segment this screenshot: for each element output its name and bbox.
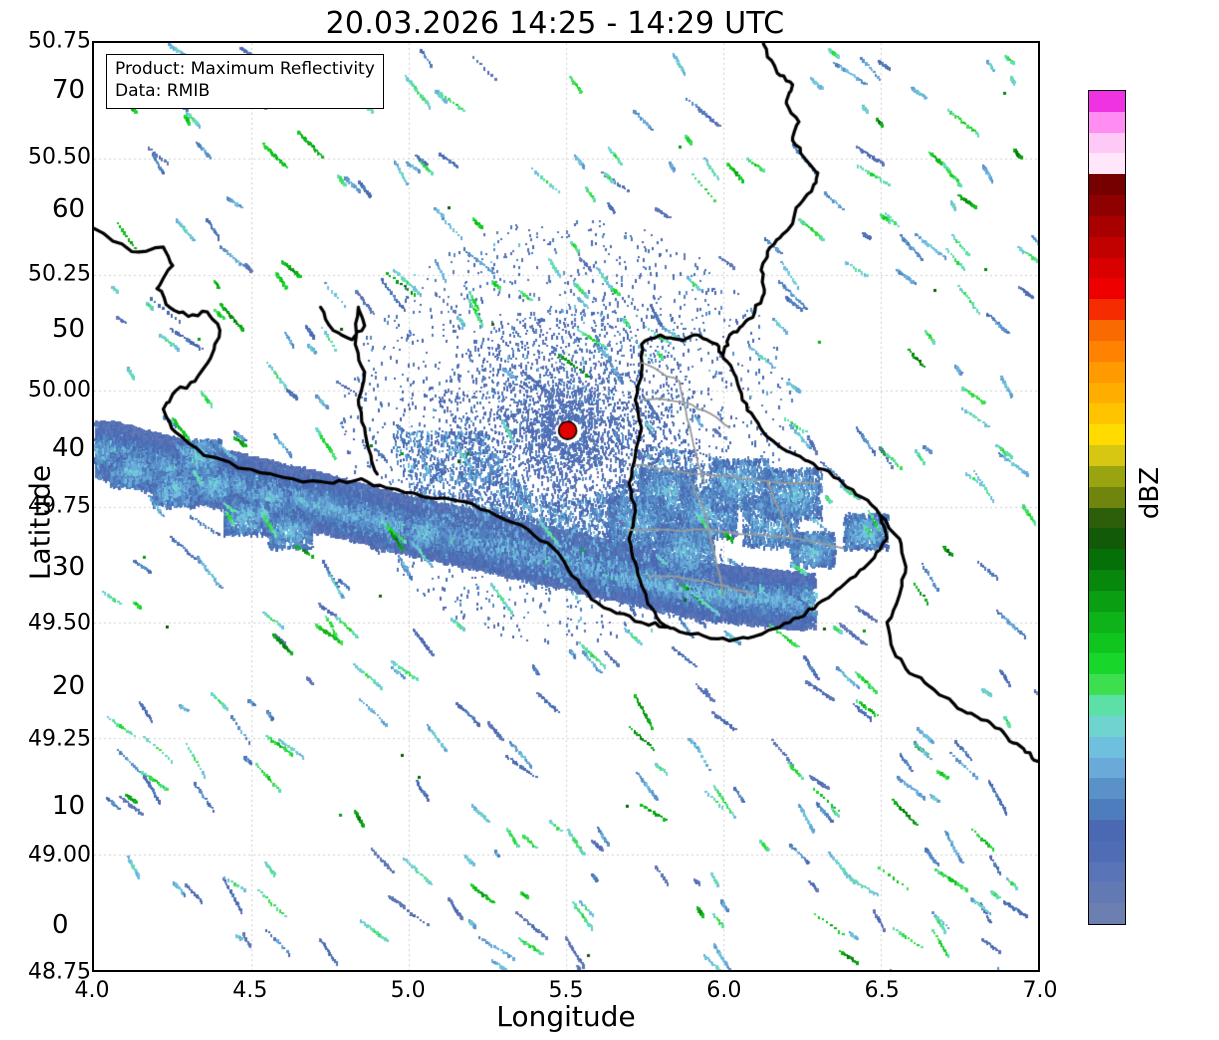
y-tick-4: 49.75 [28,493,91,519]
colorbar-band [1089,819,1125,841]
colorbar-band [1089,507,1125,529]
colorbar-tick-5: 50 [52,314,86,344]
info-data-line: Data: RMIB [115,80,210,101]
colorbar-band [1089,236,1125,258]
colorbar-tick-1: 10 [52,791,86,821]
colorbar-band [1089,320,1125,341]
y-tick-2: 49.25 [28,726,91,752]
colorbar-band [1089,674,1125,696]
y-tick-8: 50.75 [28,28,91,54]
colorbar-band [1089,382,1125,404]
colorbar-band [1089,549,1125,571]
colorbar [1088,90,1126,925]
y-tick-7: 50.50 [28,144,91,170]
y-tick-1: 49.00 [28,842,91,868]
x-tick-3: 5.5 [548,978,584,1003]
colorbar-tick-3: 30 [52,552,86,582]
y-tick-5: 50.00 [28,377,91,403]
colorbar-tick-4: 40 [52,433,86,463]
x-axis-label: Longitude [496,1000,636,1033]
colorbar-band [1089,132,1125,154]
radar-reflectivity-canvas [94,43,1038,970]
radar-plot-area[interactable] [92,41,1040,972]
colorbar-band [1089,632,1125,654]
x-tick-2: 5.0 [390,978,426,1003]
colorbar-gradient [1088,90,1126,925]
colorbar-band [1089,403,1125,425]
product-info-box: Product: Maximum Reflectivity Data: RMIB [106,54,384,109]
colorbar-label: dBZ [1135,466,1165,520]
colorbar-band [1089,215,1125,237]
x-tick-1: 4.5 [232,978,268,1003]
x-tick-0: 4.0 [74,978,110,1003]
x-tick-5: 6.5 [864,978,900,1003]
colorbar-band [1089,611,1125,633]
colorbar-band [1089,153,1125,175]
colorbar-band [1089,445,1125,466]
colorbar-tick-2: 20 [52,671,86,701]
colorbar-tick-6: 60 [52,194,86,224]
colorbar-band [1089,590,1125,612]
colorbar-band [1089,111,1125,133]
colorbar-band [1089,695,1125,716]
colorbar-band [1089,174,1125,196]
colorbar-band [1089,340,1125,362]
y-tick-0: 48.75 [28,959,91,985]
colorbar-tick-0: 0 [52,910,69,940]
colorbar-band [1089,715,1125,737]
colorbar-band [1089,861,1125,883]
colorbar-band [1089,257,1125,279]
page-title: 20.03.2026 14:25 - 14:29 UTC [325,6,785,41]
colorbar-band [1089,570,1125,591]
x-tick-6: 7.0 [1022,978,1058,1003]
colorbar-band [1089,195,1125,216]
y-tick-6: 50.25 [28,261,91,287]
colorbar-band [1089,778,1125,800]
colorbar-band [1089,799,1125,820]
colorbar-band [1089,278,1125,300]
colorbar-band [1089,840,1125,862]
y-tick-3: 49.50 [28,610,91,636]
colorbar-tick-7: 70 [52,75,86,105]
colorbar-band [1089,424,1125,446]
colorbar-band [1089,299,1125,321]
colorbar-band [1089,486,1125,508]
colorbar-band [1089,465,1125,487]
colorbar-band [1089,653,1125,675]
info-product-line: Product: Maximum Reflectivity [115,59,375,79]
colorbar-band [1089,757,1125,779]
colorbar-band [1089,882,1125,904]
x-tick-4: 6.0 [706,978,742,1003]
colorbar-band [1089,361,1125,383]
colorbar-band [1089,91,1125,112]
colorbar-band [1089,736,1125,758]
colorbar-band [1089,528,1125,550]
colorbar-band [1089,903,1125,925]
